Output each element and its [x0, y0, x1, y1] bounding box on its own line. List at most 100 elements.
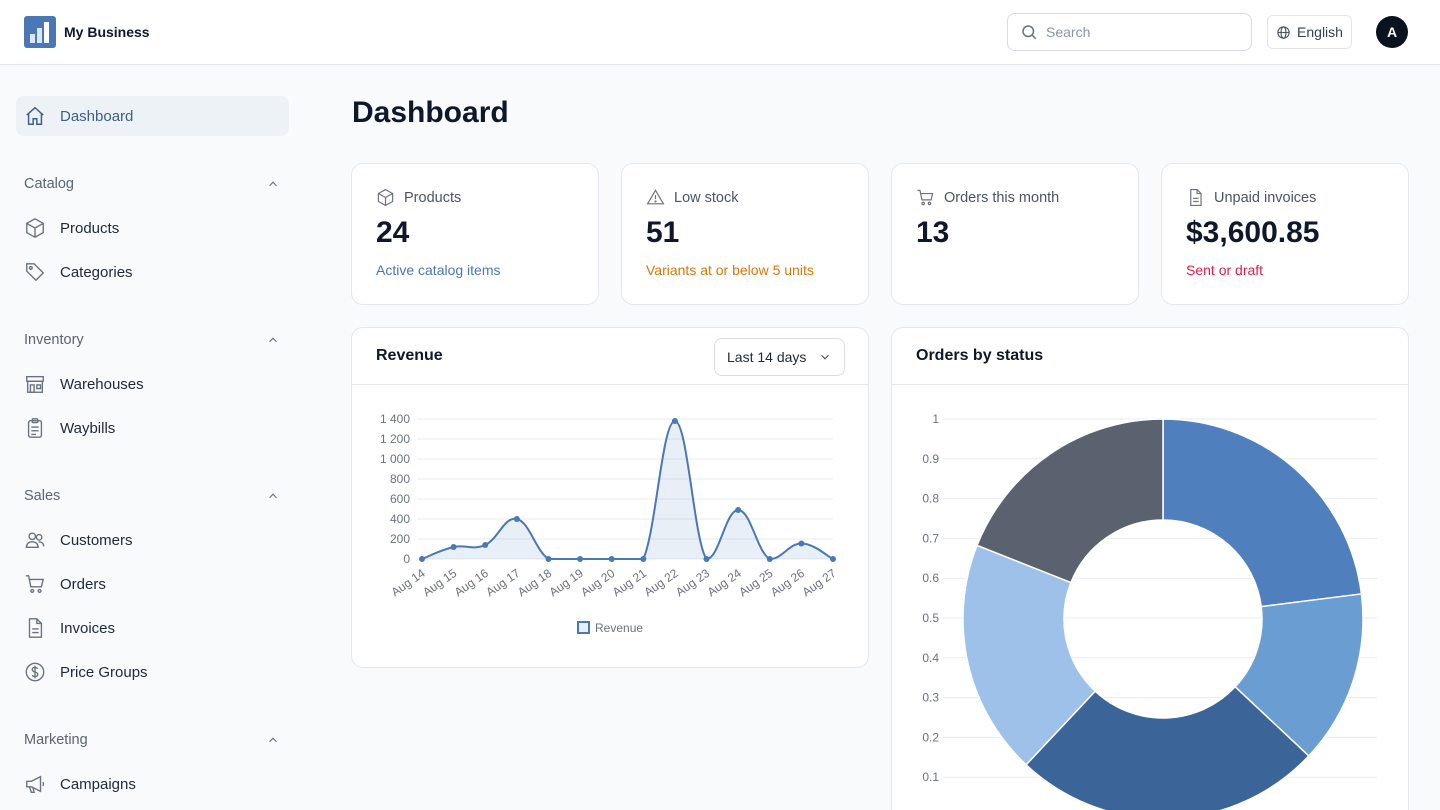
revenue-point[interactable] [798, 540, 805, 547]
stat-label: Orders this month [916, 188, 1059, 207]
sidebar-item-orders[interactable]: Orders [16, 564, 289, 604]
stat-card-products[interactable]: Products 24 Active catalog items [351, 163, 599, 305]
revenue-point[interactable] [830, 556, 836, 562]
sidebar-item-customers[interactable]: Customers [16, 520, 289, 560]
sidebar-item-label: Invoices [60, 619, 116, 637]
revenue-point[interactable] [640, 556, 647, 562]
y-tick-label: 1 400 [380, 412, 410, 426]
stat-subtitle: Active catalog items [376, 262, 501, 278]
revenue-point[interactable] [545, 556, 552, 562]
donut-slice[interactable] [962, 544, 1097, 766]
sidebar-item-invoices[interactable]: Invoices [16, 608, 289, 648]
search-icon [1022, 25, 1037, 40]
legend-label[interactable]: Revenue [595, 621, 643, 635]
language-label: English [1297, 24, 1343, 40]
x-tick-label: Aug 19 [547, 566, 586, 599]
brand[interactable]: My Business [24, 16, 150, 48]
sidebar-item-label: Orders [60, 575, 106, 593]
y-tick-label: 200 [390, 532, 410, 546]
legend-swatch[interactable] [577, 621, 590, 634]
section-catalog[interactable]: Catalog [24, 173, 280, 195]
y-tick-label: 0.4 [922, 651, 939, 665]
warning-icon [646, 189, 665, 205]
revenue-point[interactable] [482, 542, 489, 548]
revenue-point[interactable] [577, 556, 584, 562]
sidebar-item-campaigns[interactable]: Campaigns [16, 764, 289, 804]
revenue-point[interactable] [419, 556, 425, 562]
avatar[interactable]: A [1376, 16, 1408, 48]
clipboard-icon [24, 417, 46, 439]
x-tick-label: Aug 26 [768, 566, 807, 599]
sidebar-item-warehouses[interactable]: Warehouses [16, 364, 289, 404]
chevron-up-icon [269, 493, 277, 499]
chevron-up-icon [269, 737, 277, 743]
revenue-point[interactable] [671, 418, 678, 424]
section-title: Sales [24, 488, 61, 504]
x-tick-label: Aug 15 [420, 566, 459, 599]
sidebar-item-label: Dashboard [60, 107, 134, 125]
orders-status-chart: 0.1 0.2 0.3 0.4 0.5 0.6 0.7 0.8 0.9 1 [922, 412, 1377, 810]
revenue-title: Revenue [376, 347, 443, 364]
y-tick-label: 0.2 [922, 730, 939, 744]
section-title: Inventory [24, 332, 84, 348]
sidebar-item-price-groups[interactable]: Price Groups [16, 652, 289, 692]
x-tick-label: Aug 23 [673, 566, 712, 599]
donut-slice[interactable] [1025, 685, 1310, 810]
home-icon [24, 105, 46, 127]
stat-subtitle: Variants at or below 5 units [646, 262, 814, 278]
stat-card-unpaid-invoices[interactable]: Unpaid invoices $3,600.85 Sent or draft [1161, 163, 1409, 305]
y-tick-label: 800 [390, 472, 410, 486]
y-tick-label: 0 [403, 552, 410, 566]
donut-slice[interactable] [1162, 418, 1363, 608]
stat-card-low-stock[interactable]: Low stock 51 Variants at or below 5 unit… [621, 163, 869, 305]
stat-card-orders-month[interactable]: Orders this month 13 [891, 163, 1139, 305]
brand-name: My Business [64, 24, 150, 40]
x-tick-label: Aug 14 [389, 566, 428, 599]
revenue-point[interactable] [450, 544, 457, 550]
stat-label: Unpaid invoices [1186, 188, 1316, 207]
sidebar-item-label: Waybills [60, 419, 116, 437]
revenue-point[interactable] [513, 516, 520, 522]
x-tick-label: Aug 25 [736, 566, 775, 599]
revenue-point[interactable] [766, 556, 773, 562]
y-tick-label: 0.8 [922, 492, 939, 506]
search-box[interactable] [1007, 13, 1252, 51]
section-marketing[interactable]: Marketing [24, 729, 280, 751]
y-tick-label: 0.7 [922, 531, 939, 545]
stat-label-text: Orders this month [944, 189, 1060, 206]
sidebar: Dashboard Catalog Products Categories In… [0, 65, 306, 810]
divider [892, 384, 1408, 385]
orders-status-title: Orders by status [916, 347, 1044, 364]
revenue-point[interactable] [608, 556, 615, 562]
revenue-point[interactable] [735, 507, 742, 513]
sidebar-item-dashboard[interactable]: Dashboard [16, 96, 289, 136]
sidebar-item-categories[interactable]: Categories [16, 252, 289, 292]
section-title: Catalog [24, 176, 74, 192]
tag-icon [24, 261, 46, 283]
stat-label-text: Low stock [674, 189, 739, 206]
y-tick-label: 0.3 [922, 691, 939, 705]
x-tick-label: Aug 16 [452, 566, 491, 599]
x-tick-label: Aug 17 [483, 566, 522, 599]
sidebar-item-waybills[interactable]: Waybills [16, 408, 289, 448]
section-sales[interactable]: Sales [24, 485, 280, 507]
language-selector[interactable]: English [1267, 15, 1352, 49]
section-title: Marketing [24, 732, 88, 748]
revenue-line [421, 419, 834, 561]
x-tick-label: Aug 20 [578, 566, 617, 599]
y-tick-label: 1 000 [380, 452, 410, 466]
stat-value: 51 [646, 216, 680, 249]
section-inventory[interactable]: Inventory [24, 329, 280, 351]
search-input[interactable] [1046, 24, 1236, 40]
donut-slice[interactable] [976, 418, 1164, 584]
megaphone-icon [24, 773, 46, 795]
dollar-icon [24, 661, 46, 683]
sidebar-item-products[interactable]: Products [16, 208, 289, 248]
warehouse-icon [24, 373, 46, 395]
brand-logo-icon [24, 16, 56, 48]
document-icon [24, 617, 46, 639]
range-select[interactable]: Last 14 days [714, 338, 845, 376]
revenue-point[interactable] [703, 556, 710, 562]
y-tick-label: 0.9 [922, 452, 939, 466]
